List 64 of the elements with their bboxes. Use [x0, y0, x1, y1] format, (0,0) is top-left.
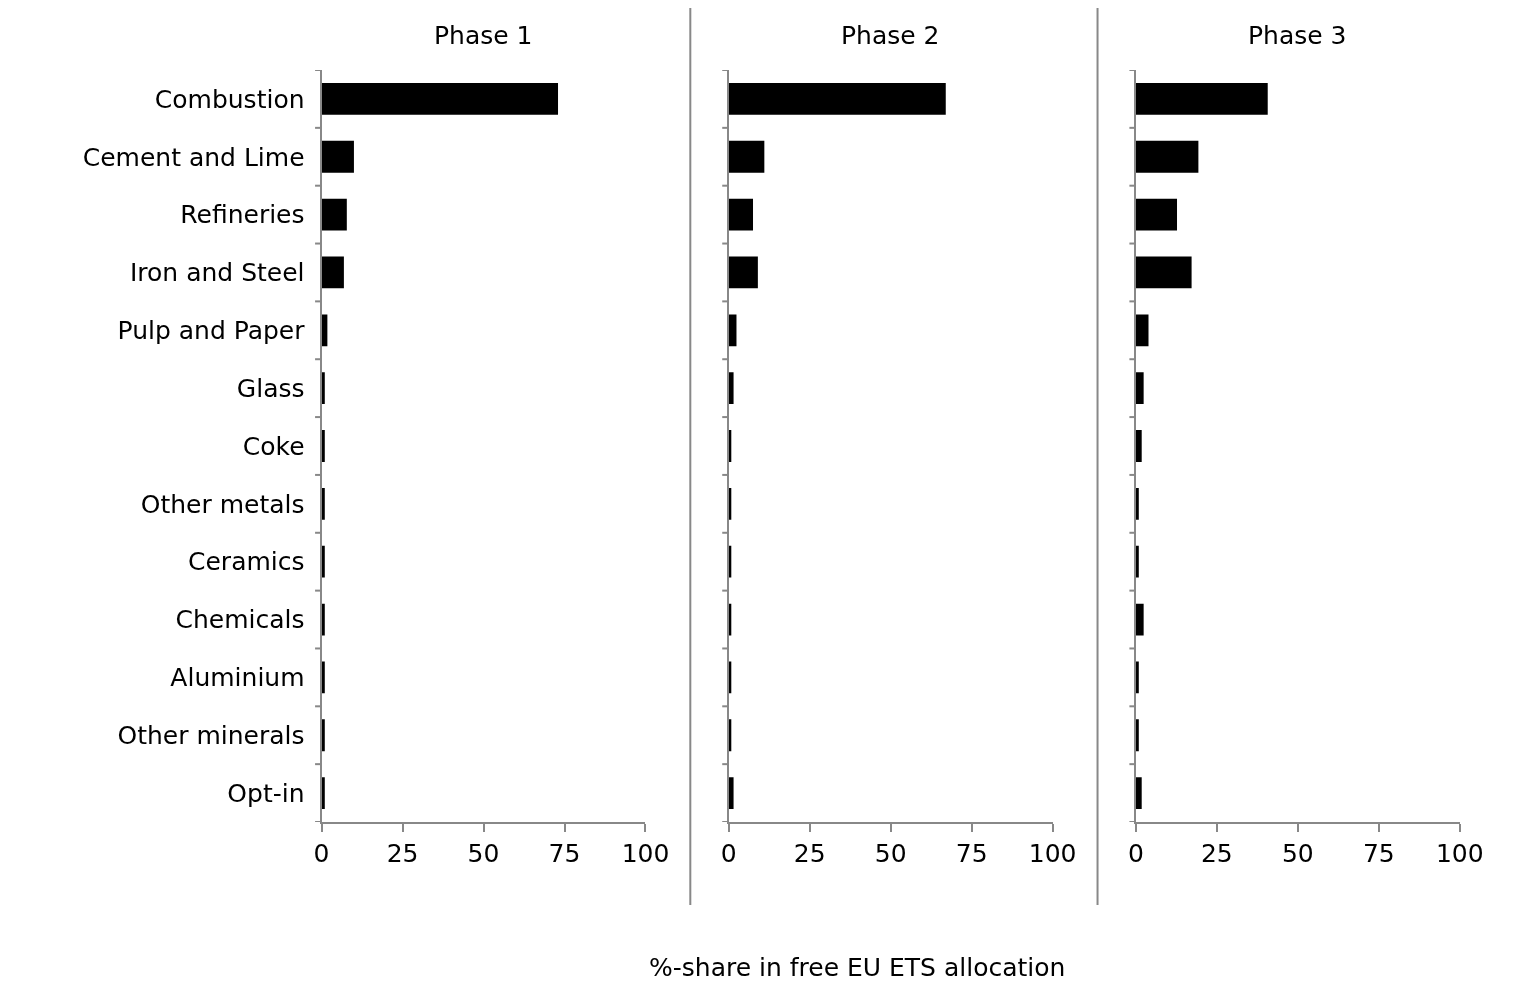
chart-title: Phase 2	[841, 21, 940, 50]
y-tick-label: Iron and Steel	[129, 258, 305, 288]
x-axis-title: %-share in free EU ETS allocation	[649, 953, 1066, 982]
y-tick-label: Other minerals	[117, 720, 305, 750]
bar	[728, 372, 734, 405]
bar	[1135, 256, 1192, 289]
x-tick-label: 100	[1435, 839, 1484, 868]
x-tick-label: 25	[793, 839, 826, 868]
bar	[321, 545, 325, 578]
chart-title: Phase 3	[1248, 21, 1347, 50]
bar	[1135, 603, 1144, 636]
y-tick-label: Other metals	[140, 489, 305, 519]
y-tick-label: Ceramics	[188, 547, 305, 577]
x-tick-label: 0	[1127, 839, 1144, 868]
y-tick-label: Refineries	[180, 200, 305, 230]
x-tick-label: 75	[1362, 839, 1395, 868]
bar	[1135, 140, 1199, 173]
bar	[728, 314, 737, 347]
bar	[1135, 372, 1144, 405]
bar	[1135, 719, 1139, 752]
bar	[1135, 83, 1268, 115]
bar	[321, 83, 559, 115]
y-tick-label: Cement and Lime	[82, 142, 305, 172]
bar	[321, 256, 344, 289]
x-tick-label: 75	[548, 839, 581, 868]
x-tick-label: 0	[313, 839, 330, 868]
bar	[321, 777, 325, 809]
bar	[321, 719, 325, 752]
bar	[321, 430, 325, 462]
bar	[1135, 777, 1142, 809]
x-tick-label: 75	[955, 839, 988, 868]
bar	[1135, 487, 1139, 520]
bar	[1135, 314, 1149, 347]
y-tick-label: Combustion	[154, 84, 305, 114]
x-tick-label: 25	[1200, 839, 1233, 868]
y-tick-label: Chemicals	[175, 605, 305, 635]
bar	[321, 603, 325, 636]
bar	[1135, 545, 1139, 578]
bar	[728, 777, 734, 809]
bar	[321, 487, 325, 520]
y-tick-label: Aluminium	[170, 663, 305, 693]
y-tick-label: Pulp and Paper	[117, 316, 306, 346]
x-tick-label: 100	[621, 839, 670, 868]
bar	[1135, 198, 1178, 231]
y-tick-label: Glass	[236, 373, 305, 403]
x-tick-label: 25	[386, 839, 419, 868]
bar	[1135, 430, 1142, 462]
bar	[321, 140, 354, 173]
bar	[1135, 661, 1139, 694]
bar	[728, 83, 946, 115]
bar	[728, 198, 754, 231]
x-tick-label: 50	[874, 839, 907, 868]
x-tick-label: 50	[467, 839, 500, 868]
chart-title: Phase 1	[434, 21, 533, 50]
bar	[321, 372, 325, 405]
bar	[728, 140, 765, 173]
x-tick-label: 0	[720, 839, 737, 868]
y-tick-label: Opt-in	[227, 778, 305, 808]
y-tick-label: Coke	[242, 431, 305, 461]
bar	[728, 256, 758, 289]
bar	[321, 661, 325, 694]
bar	[321, 198, 347, 231]
x-tick-label: 50	[1281, 839, 1314, 868]
x-tick-label: 100	[1028, 839, 1077, 868]
